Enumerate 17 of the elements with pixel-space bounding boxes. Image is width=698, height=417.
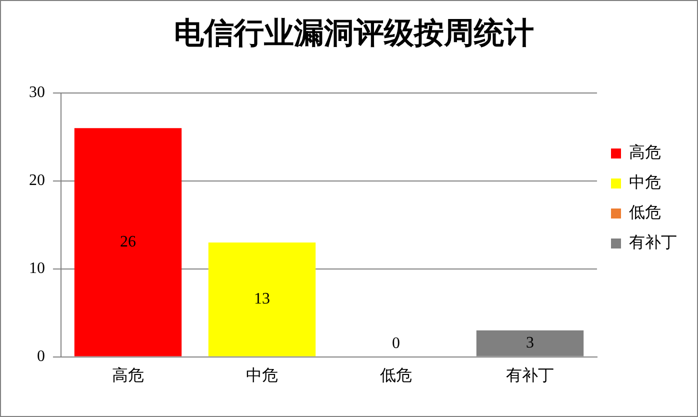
data-label: 13	[254, 290, 270, 308]
x-tick-label: 中危	[246, 366, 278, 385]
chart-title: 电信行业漏洞评级按周统计	[174, 16, 534, 51]
data-label: 0	[392, 335, 400, 352]
data-label: 26	[120, 233, 136, 250]
y-tick-label: 20	[29, 172, 45, 190]
legend-label: 中危	[629, 172, 661, 192]
y-tick-label: 10	[29, 260, 45, 278]
y-tick-label: 30	[29, 84, 45, 102]
legend-label: 高危	[629, 142, 661, 162]
legend-label: 低危	[629, 202, 661, 222]
x-tick-label: 高危	[112, 366, 144, 385]
legend-label: 有补丁	[629, 232, 677, 252]
x-tick-label: 有补丁	[506, 366, 554, 385]
y-tick-label: 0	[37, 348, 45, 366]
x-tick-label: 低危	[380, 366, 412, 385]
data-label: 3	[526, 334, 534, 352]
